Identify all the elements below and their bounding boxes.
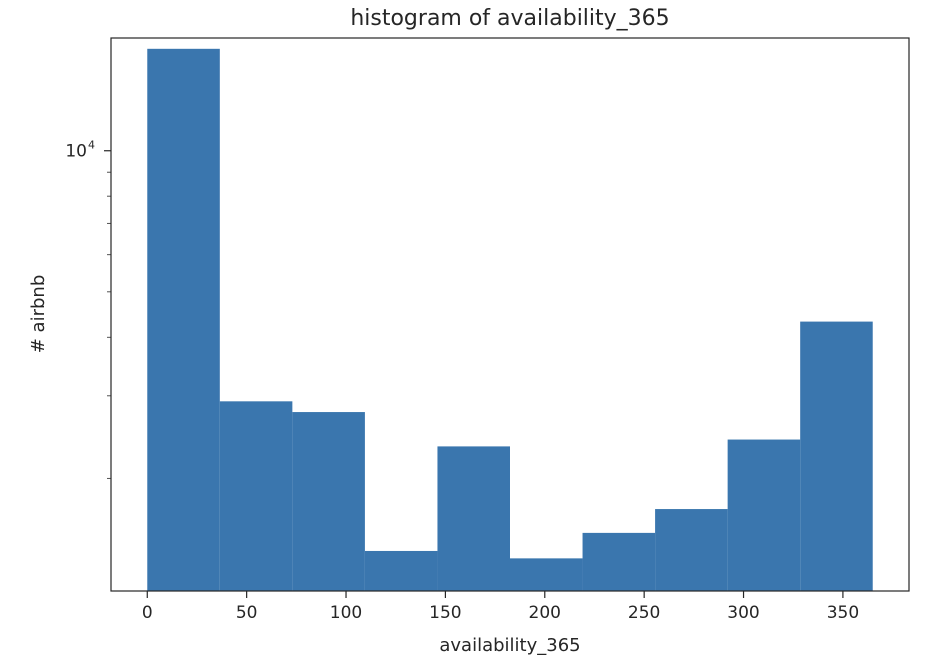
y-tick-label: 10 bbox=[65, 142, 87, 162]
histogram-bar bbox=[655, 509, 728, 591]
chart-title: histogram of availability_365 bbox=[350, 6, 669, 31]
histogram-bar bbox=[582, 532, 656, 591]
histogram-bar bbox=[364, 550, 438, 591]
y-tick-exponent: 4 bbox=[88, 139, 95, 152]
bars-group bbox=[147, 48, 873, 591]
x-tick-label: 200 bbox=[529, 603, 561, 623]
y-axis-label: # airbnb bbox=[28, 275, 49, 354]
y-axis-ticks: 10 4 bbox=[65, 139, 111, 479]
histogram-bar bbox=[510, 558, 583, 591]
x-tick-label: 50 bbox=[236, 603, 258, 623]
x-axis-label: availability_365 bbox=[439, 635, 580, 656]
histogram-bar bbox=[219, 401, 293, 591]
plot-frame bbox=[110, 37, 910, 592]
x-tick-label: 100 bbox=[330, 603, 362, 623]
x-axis-ticks: 0 50 100 150 200 250 300 350 bbox=[142, 591, 859, 623]
histogram-bar bbox=[800, 321, 873, 591]
histogram-bar bbox=[727, 439, 801, 591]
x-tick-label: 300 bbox=[727, 603, 759, 623]
x-tick-label: 350 bbox=[827, 603, 859, 623]
x-tick-label: 150 bbox=[429, 603, 461, 623]
histogram-bar bbox=[292, 412, 365, 591]
x-tick-label: 0 bbox=[142, 603, 153, 623]
x-tick-label: 250 bbox=[628, 603, 660, 623]
histogram-bar bbox=[437, 446, 510, 591]
histogram-bar bbox=[147, 48, 220, 591]
